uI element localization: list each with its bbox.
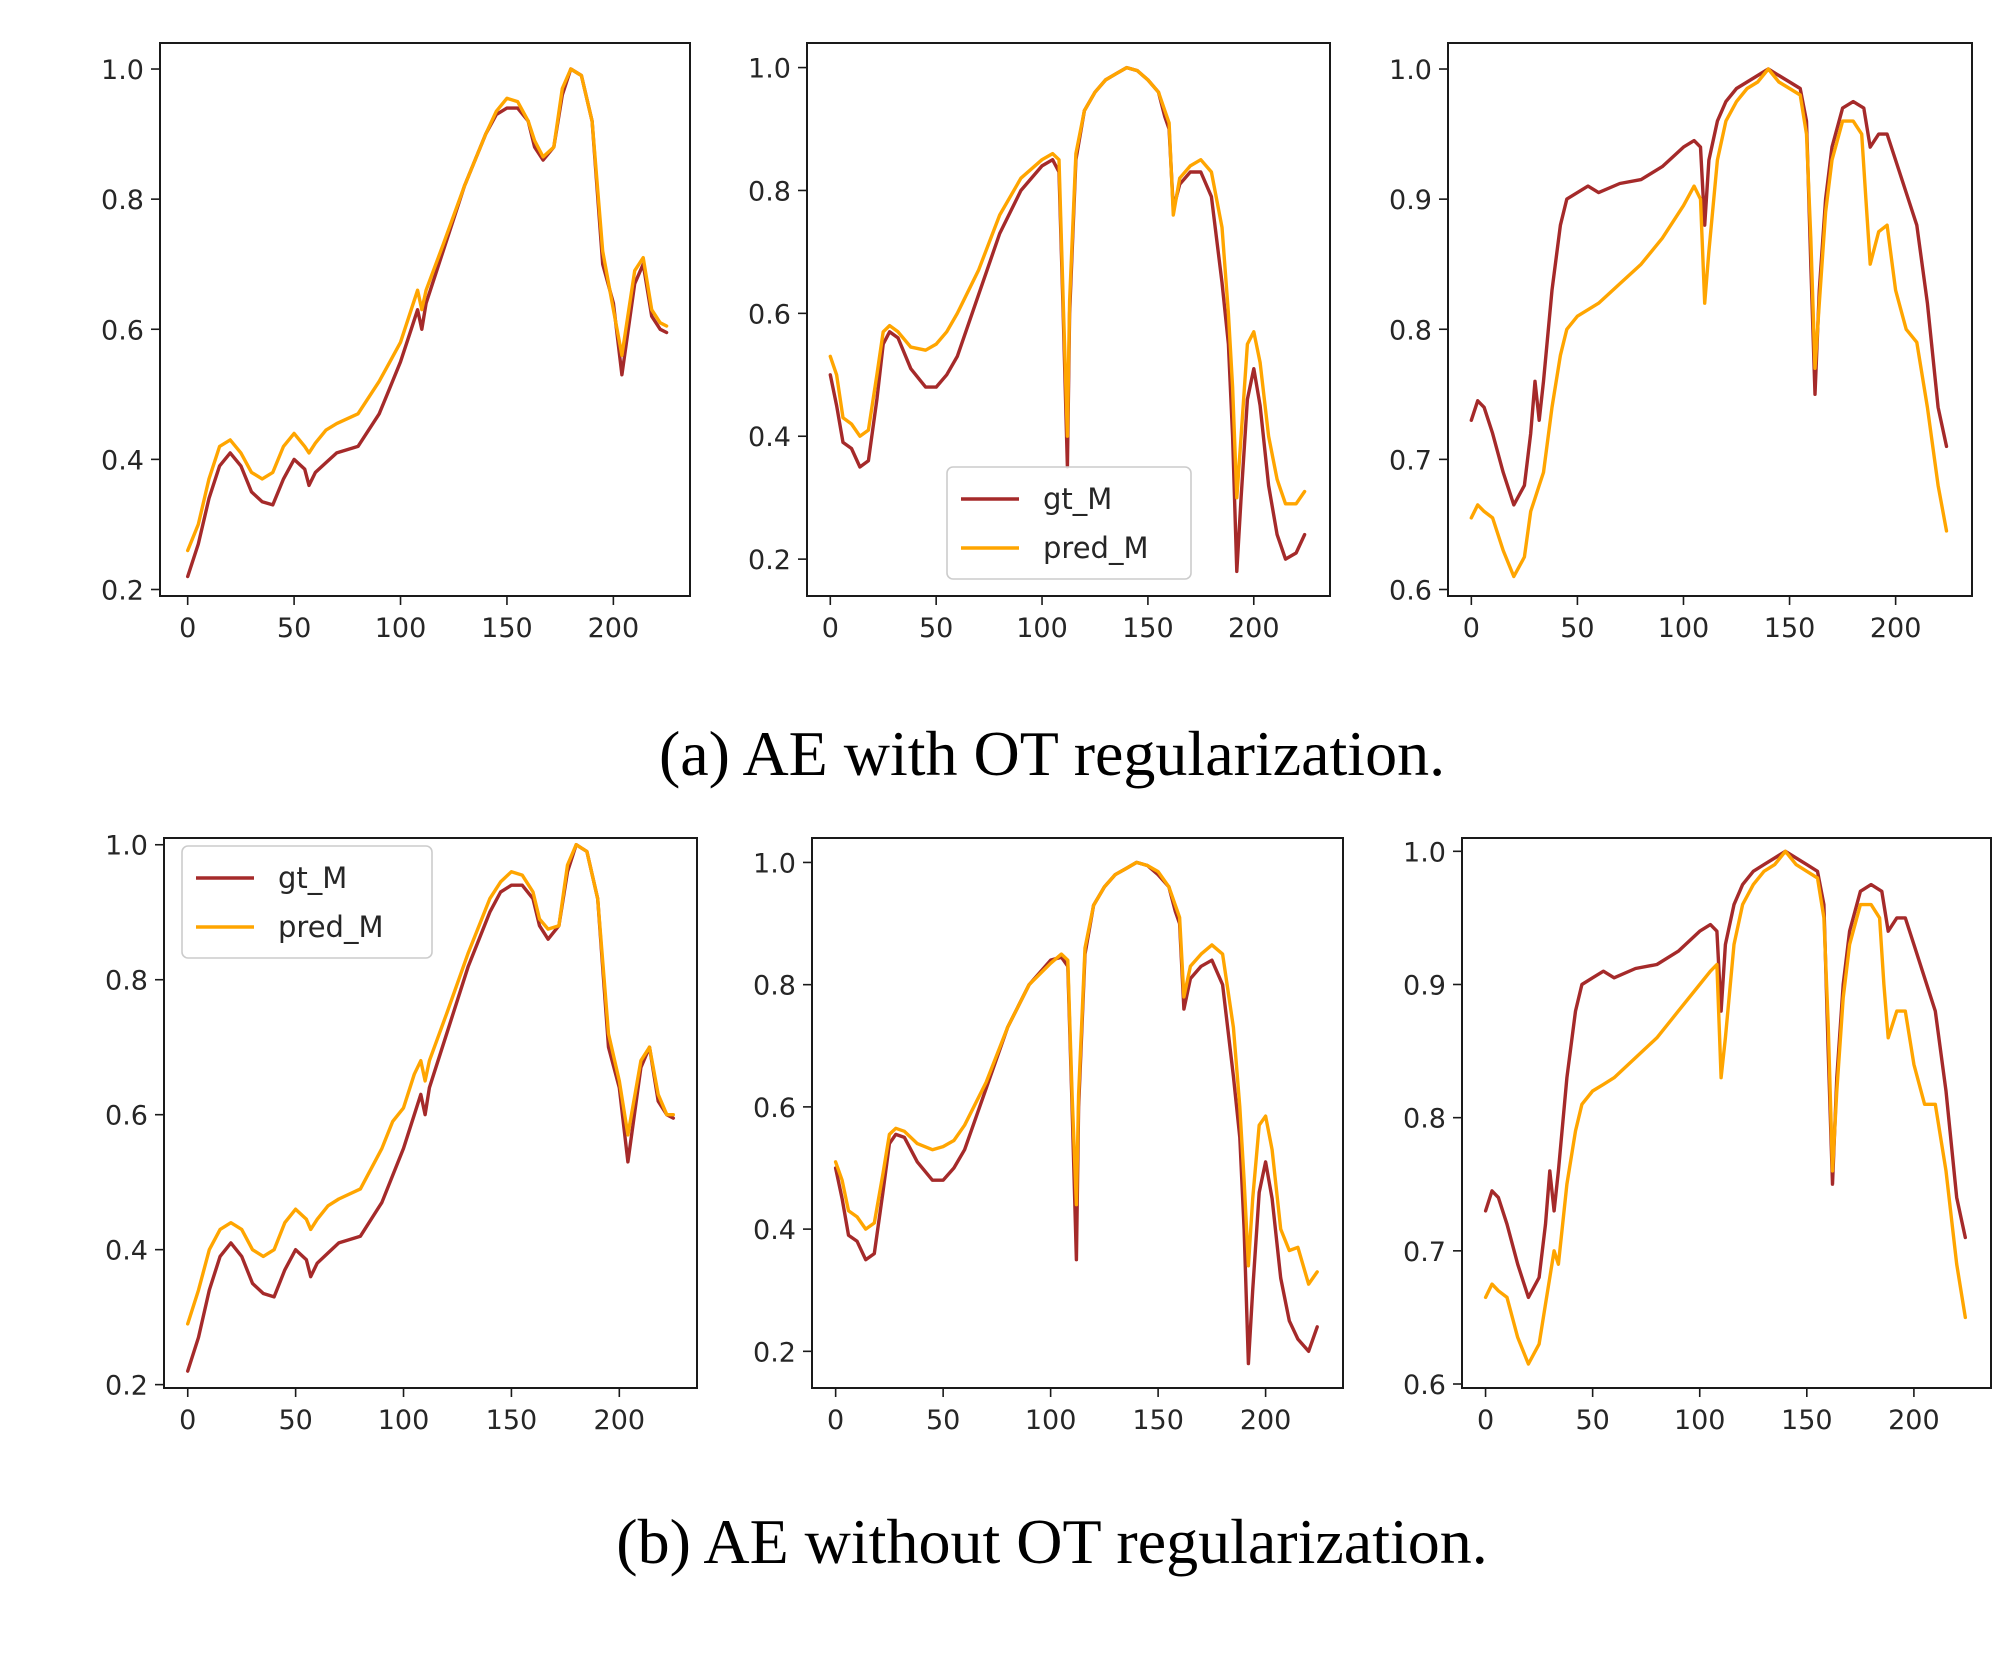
y-tick-label: 0.6 (748, 299, 791, 330)
subplot-b-2: 0 50 100 150 200 0.2 0.4 0.6 0.8 1.0 (753, 837, 1344, 1436)
x-tick-label: 50 (1560, 613, 1594, 644)
subplot-b-3: 0 50 100 150 200 0.6 0.7 0.8 0.9 1.0 (1403, 837, 1992, 1436)
x-tick-label: 50 (277, 613, 311, 644)
legend-label-gt-m: gt_M (1043, 482, 1112, 516)
x-tick-label: 150 (1132, 1405, 1184, 1436)
series-group (186, 843, 675, 1373)
legend: gt_M pred_M (181, 845, 433, 959)
series-group (186, 67, 669, 579)
x-tick-label: 150 (1781, 1405, 1833, 1436)
series-group (833, 860, 1319, 1366)
x-tick-label: 100 (378, 1405, 430, 1436)
series-line-pred-m (186, 67, 669, 553)
legend-box (946, 466, 1192, 580)
x-tick-label: 200 (594, 1405, 646, 1436)
y-tick-label: 0.2 (105, 1371, 148, 1402)
axes-frame (1461, 837, 1992, 1389)
y-tick-label: 0.7 (1389, 445, 1432, 476)
x-tick-label: 100 (1658, 613, 1710, 644)
series-line-gt-m (833, 860, 1319, 1366)
x-tick-label: 0 (179, 1405, 196, 1436)
subplot-b-1: 0 50 100 150 200 0.2 0.4 0.6 0.8 1.0 gt_M pred_M (105, 831, 698, 1436)
caption-a: (a) AE with OT regularization. (659, 718, 1445, 789)
y-tick-label: 0.2 (101, 575, 144, 606)
y-tick-label: 1.0 (1403, 837, 1446, 868)
x-tick-label: 0 (1477, 1405, 1494, 1436)
series-line-pred-m (186, 843, 675, 1326)
x-tick-label: 50 (919, 613, 953, 644)
y-tick-label: 0.4 (753, 1215, 796, 1246)
y-tick-label: 0.6 (753, 1093, 796, 1124)
series-group (1483, 849, 1967, 1366)
series-line-gt-m (1469, 67, 1949, 507)
y-tick-label: 0.6 (1389, 575, 1432, 606)
y-tick-label: 0.4 (101, 445, 144, 476)
x-tick-label: 100 (1025, 1405, 1077, 1436)
x-tick-label: 200 (1888, 1405, 1940, 1436)
y-tick-label: 0.8 (1389, 315, 1432, 346)
caption-b: (b) AE without OT regularization. (616, 1506, 1488, 1577)
x-tick-label: 100 (1674, 1405, 1726, 1436)
series-group (1469, 67, 1949, 579)
x-tick-label: 0 (822, 613, 839, 644)
y-tick-label: 0.8 (748, 176, 791, 207)
x-tick-label: 50 (1575, 1405, 1609, 1436)
series-line-pred-m (1469, 67, 1949, 579)
x-tick-label: 200 (1240, 1405, 1292, 1436)
legend-label-pred-m: pred_M (1043, 531, 1148, 565)
y-tick-label: 0.6 (105, 1101, 148, 1132)
y-tick-label: 0.4 (105, 1236, 148, 1267)
legend-label-gt-m: gt_M (278, 861, 347, 895)
y-tick-label: 1.0 (1389, 55, 1432, 86)
y-tick-label: 1.0 (105, 831, 148, 862)
y-tick-label: 0.7 (1403, 1237, 1446, 1268)
x-tick-label: 0 (179, 613, 196, 644)
y-tick-label: 0.9 (1403, 970, 1446, 1001)
axes-frame (163, 837, 698, 1389)
axes-frame (159, 42, 691, 597)
y-tick-label: 1.0 (101, 55, 144, 86)
series-line-pred-m (828, 65, 1307, 506)
x-tick-label: 0 (1463, 613, 1480, 644)
x-tick-label: 200 (1870, 613, 1922, 644)
x-tick-label: 50 (278, 1405, 312, 1436)
x-tick-label: 50 (926, 1405, 960, 1436)
y-tick-label: 0.6 (1403, 1370, 1446, 1401)
y-tick-label: 0.8 (101, 185, 144, 216)
x-tick-label: 100 (375, 613, 427, 644)
y-tick-label: 0.6 (101, 315, 144, 346)
y-tick-label: 0.8 (1403, 1104, 1446, 1135)
legend: gt_M pred_M (946, 466, 1192, 580)
series-line-gt-m (1483, 849, 1967, 1300)
y-tick-label: 0.2 (753, 1337, 796, 1368)
y-tick-label: 1.0 (748, 54, 791, 85)
legend-box (181, 845, 433, 959)
subplot-a-2: 0 50 100 150 200 0.2 0.4 0.6 0.8 1.0 gt_M pred_M (748, 42, 1331, 644)
x-tick-label: 150 (1764, 613, 1816, 644)
y-tick-label: 1.0 (753, 848, 796, 879)
y-tick-label: 0.8 (105, 966, 148, 997)
legend-label-pred-m: pred_M (278, 910, 383, 944)
y-tick-label: 0.2 (748, 545, 791, 576)
series-group (828, 65, 1307, 574)
series-line-pred-m (833, 860, 1319, 1286)
subplot-a-1: 0 50 100 150 200 0.2 0.4 0.6 0.8 1.0 (101, 42, 691, 644)
y-tick-label: 0.8 (753, 971, 796, 1002)
x-tick-label: 200 (588, 613, 640, 644)
subplot-a-3: 0 50 100 150 200 0.6 0.7 0.8 0.9 1.0 (1389, 42, 1973, 644)
x-tick-label: 150 (1122, 613, 1174, 644)
x-tick-label: 150 (486, 1405, 538, 1436)
axes-frame (806, 42, 1331, 597)
axes-frame (1447, 42, 1973, 597)
x-tick-label: 200 (1228, 613, 1280, 644)
y-tick-label: 0.9 (1389, 185, 1432, 216)
x-tick-label: 100 (1016, 613, 1068, 644)
x-tick-label: 150 (481, 613, 533, 644)
y-tick-label: 0.4 (748, 422, 791, 453)
x-tick-label: 0 (827, 1405, 844, 1436)
series-line-pred-m (1483, 849, 1967, 1366)
axes-frame (811, 837, 1344, 1389)
